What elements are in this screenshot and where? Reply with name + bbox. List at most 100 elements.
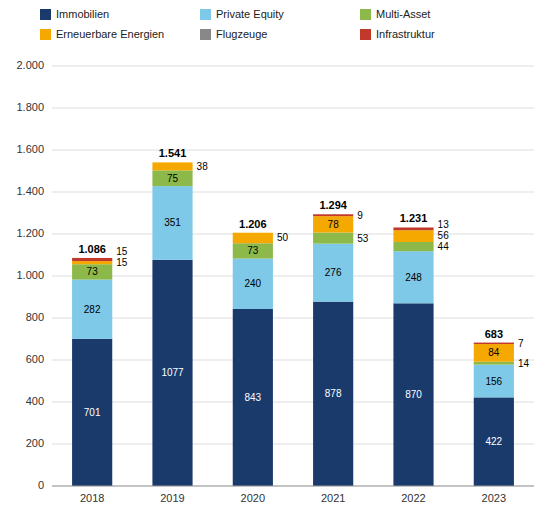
data-label: 351 [164, 217, 181, 228]
bar-segment [313, 216, 353, 232]
bar-segment [152, 170, 192, 186]
y-tick-label: 0 [38, 479, 44, 491]
legend-label: Multi-Asset [376, 8, 430, 20]
legend-swatch [360, 29, 371, 40]
bar-segment [152, 260, 192, 486]
x-tick-label: 2021 [321, 492, 345, 504]
data-label: 73 [247, 245, 259, 256]
bar-segment [313, 233, 353, 244]
bar-segment [152, 162, 192, 163]
x-tick-label: 2023 [482, 492, 506, 504]
data-label: 701 [84, 407, 101, 418]
bar-segment [474, 397, 514, 486]
x-tick-label: 2020 [241, 492, 265, 504]
total-label: 683 [485, 328, 503, 340]
data-label: 870 [405, 389, 422, 400]
bar-segment [474, 344, 514, 345]
data-label: 84 [488, 347, 500, 358]
data-label: 7 [518, 338, 524, 349]
legend-swatch [200, 9, 211, 20]
x-axis-line [52, 486, 534, 487]
bar-segment [152, 162, 192, 163]
data-label: 50 [277, 232, 289, 243]
x-tick-label: 2018 [80, 492, 104, 504]
y-tick-label: 800 [26, 311, 44, 323]
legend-label: Private Equity [216, 8, 284, 20]
y-tick-label: 1.800 [16, 101, 44, 113]
data-label: 15 [116, 257, 128, 268]
totals: 1.0861.5411.2061.2941.231683 [78, 147, 503, 339]
grid-line [52, 444, 534, 445]
y-tick-label: 1.600 [16, 143, 44, 155]
bar-segment [393, 227, 433, 230]
bar-segment [72, 339, 112, 486]
data-label: 422 [485, 436, 502, 447]
data-label: 73 [87, 266, 99, 277]
grid-line [52, 234, 534, 235]
data-label: 282 [84, 304, 101, 315]
bar-segment [233, 232, 273, 233]
bars [72, 162, 514, 486]
legend-label: Flugzeuge [216, 28, 267, 40]
data-label: 156 [485, 376, 502, 387]
legend: ImmobilienPrivate EquityMulti-AssetErneu… [40, 8, 435, 40]
bar-segment [313, 214, 353, 216]
bar-segment [72, 280, 112, 339]
data-label: 78 [328, 219, 340, 230]
legend-label: Erneuerbare Energien [56, 28, 164, 40]
bar-segment [393, 242, 433, 251]
grid-line [52, 360, 534, 361]
legend-swatch [40, 29, 51, 40]
y-tick-label: 1.200 [16, 227, 44, 239]
grid-line [52, 276, 534, 277]
data-label: 9 [357, 210, 363, 221]
y-tick-label: 200 [26, 437, 44, 449]
total-label: 1.541 [159, 147, 187, 159]
data-label: 75 [167, 173, 179, 184]
grid-line [52, 66, 534, 67]
legend-swatch [40, 9, 51, 20]
data-label: 56 [438, 230, 450, 241]
data-label: 878 [325, 388, 342, 399]
data-label: 843 [244, 392, 261, 403]
bar-segment [233, 259, 273, 309]
legend-label: Infrastruktur [376, 28, 435, 40]
x-tick-label: 2019 [160, 492, 184, 504]
bar-segment [313, 244, 353, 302]
total-label: 1.231 [400, 212, 428, 224]
total-label: 1.206 [239, 218, 267, 230]
bar-segment [313, 302, 353, 486]
bar-segment [72, 258, 112, 261]
data-label: 44 [438, 241, 450, 252]
bar-segment [474, 343, 514, 344]
bar-segment [233, 309, 273, 486]
grid-line [52, 150, 534, 151]
chart: 02004006008001.0001.2001.4001.6001.8002.… [0, 0, 550, 516]
bar-segment [152, 186, 192, 260]
bar-segment [393, 251, 433, 303]
bar-segment [72, 261, 112, 264]
data-label: 14 [518, 358, 530, 369]
data-labels: 7012827315151077351753884324073508782767… [84, 161, 530, 447]
bar-segment [233, 232, 273, 233]
grid-line [52, 402, 534, 403]
grid [52, 66, 534, 486]
data-label: 240 [244, 278, 261, 289]
y-tick-label: 600 [26, 353, 44, 365]
data-label: 53 [357, 233, 369, 244]
bar-segment [233, 243, 273, 258]
grid-line [52, 486, 534, 487]
data-label: 13 [438, 219, 450, 230]
data-label: 15 [116, 246, 128, 257]
bar-segment [393, 230, 433, 242]
x-axis: 2018 2019 2020 2021 2022 2023 [52, 486, 534, 504]
legend-swatch [360, 9, 371, 20]
x-tick-label: 2022 [401, 492, 425, 504]
y-tick-label: 1.000 [16, 269, 44, 281]
grid-line [52, 108, 534, 109]
bar-segment [72, 264, 112, 279]
data-label: 38 [197, 161, 209, 172]
bar-segment [233, 233, 273, 244]
data-label: 248 [405, 272, 422, 283]
bar-segment [474, 362, 514, 365]
